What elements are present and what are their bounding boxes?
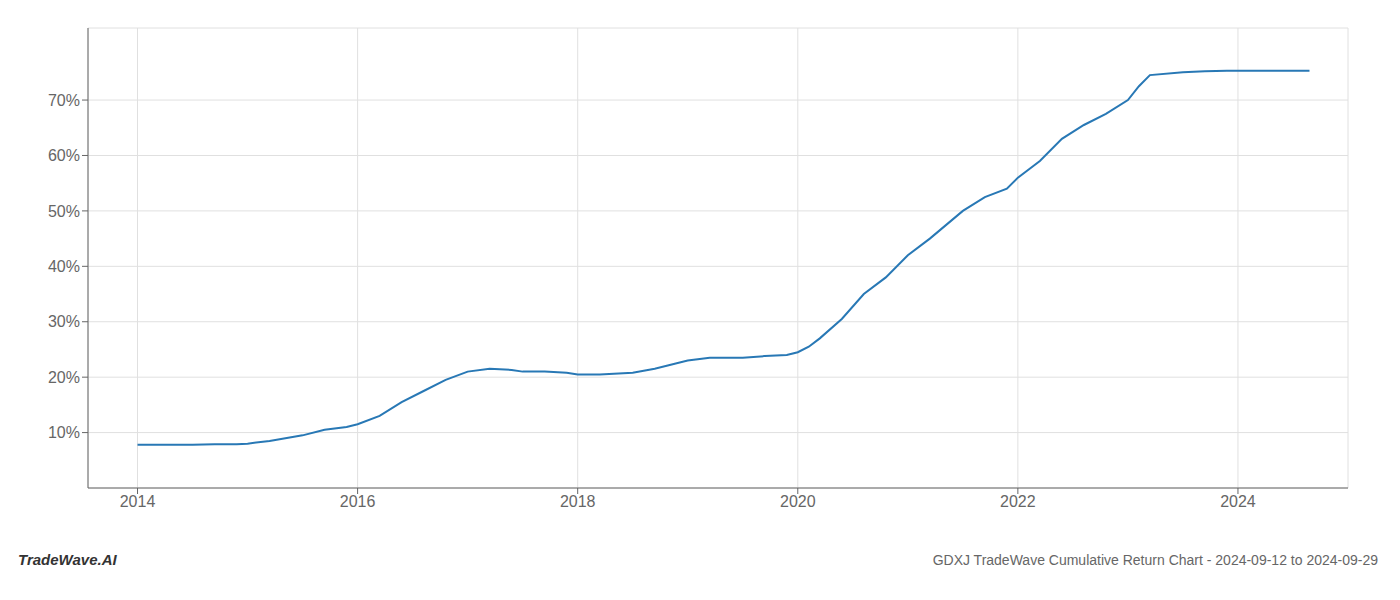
svg-text:2018: 2018 bbox=[560, 493, 596, 510]
svg-text:10%: 10% bbox=[48, 424, 80, 441]
svg-text:60%: 60% bbox=[48, 147, 80, 164]
svg-text:40%: 40% bbox=[48, 258, 80, 275]
svg-text:50%: 50% bbox=[48, 203, 80, 220]
svg-text:2020: 2020 bbox=[780, 493, 816, 510]
html-text:TradeWave.AI: TradeWave.AI bbox=[18, 551, 117, 568]
svg-text:2016: 2016 bbox=[340, 493, 376, 510]
svg-text:2014: 2014 bbox=[120, 493, 156, 510]
svg-text:30%: 30% bbox=[48, 313, 80, 330]
svg-text:2022: 2022 bbox=[1000, 493, 1036, 510]
svg-text:70%: 70% bbox=[48, 92, 80, 109]
svg-text:20%: 20% bbox=[48, 369, 80, 386]
html-text:GDXJ TradeWave Cumulative Retu: GDXJ TradeWave Cumulative Return Chart -… bbox=[932, 552, 1378, 568]
svg-text:2024: 2024 bbox=[1220, 493, 1256, 510]
